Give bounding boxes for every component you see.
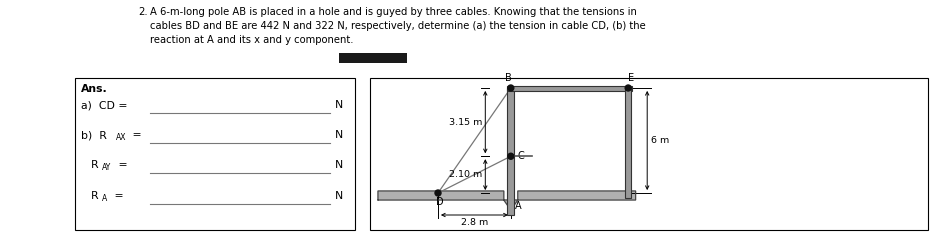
Text: 2.8 m: 2.8 m [461,218,487,227]
Text: R: R [91,160,98,170]
Text: N: N [334,191,343,201]
Circle shape [434,190,441,196]
Text: N: N [334,100,343,110]
Text: a)  CD =: a) CD = [81,100,127,110]
Text: B: B [505,73,512,83]
Bar [378,191,503,200]
Text: A: A [102,194,107,203]
Circle shape [507,85,514,91]
Circle shape [625,85,631,91]
Bar [75,78,355,230]
Text: R: R [91,191,98,201]
Bar [517,191,635,200]
Text: 3.15 m: 3.15 m [448,118,481,127]
Text: A: A [514,201,521,211]
Text: A 6-m-long pole AB is placed in a hole and is guyed by three cables. Knowing tha: A 6-m-long pole AB is placed in a hole a… [150,7,645,45]
Text: Ans.: Ans. [81,84,108,94]
Text: b)  R: b) R [81,130,107,140]
Bar [507,88,514,215]
Text: N: N [334,160,343,170]
Text: 6 m: 6 m [650,136,668,145]
Bar [370,78,927,230]
Text: D: D [435,197,443,207]
Polygon shape [378,191,635,210]
Bar [339,53,407,63]
Bar [507,86,631,91]
Text: E: E [628,73,633,83]
Text: =: = [115,160,127,170]
Text: N: N [334,130,343,140]
Text: 2.: 2. [138,7,147,17]
Text: C: C [516,151,524,161]
Circle shape [507,153,514,159]
Text: AY: AY [102,163,111,172]
Text: =: = [129,130,142,140]
Text: =: = [110,191,124,201]
Bar [625,86,631,197]
Text: AX: AX [116,133,126,142]
Text: 2.10 m: 2.10 m [448,170,481,179]
